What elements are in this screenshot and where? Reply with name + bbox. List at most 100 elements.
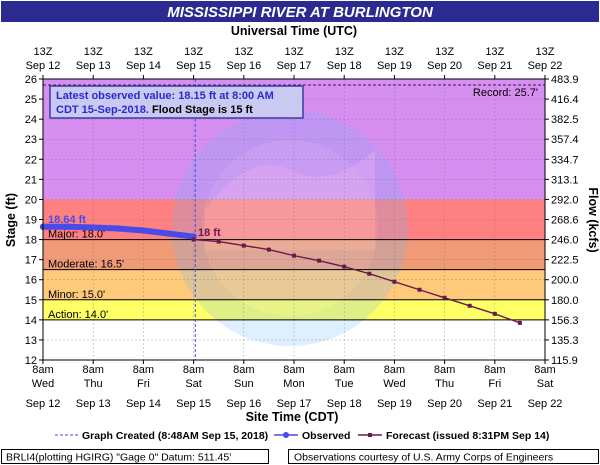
left-axis-label: Stage (ft) [4, 193, 18, 247]
info-line-1: Latest observed value: 18.15 ft at 8:00 … [56, 90, 274, 102]
flow-tick-label: 292.0 [551, 194, 579, 206]
top-tick-date: Sep 16 [226, 60, 261, 72]
top-tick-date: Sep 12 [26, 60, 61, 72]
bottom-tick-time: 8am [333, 364, 354, 376]
watermark-outer-circle [172, 110, 408, 346]
bottom-tick-time: 8am [133, 364, 154, 376]
forecast-point [467, 303, 472, 308]
flow-tick-label: 135.3 [551, 335, 579, 347]
bottom-tick-date: Sep 13 [76, 398, 111, 410]
y-tick-label: 15 [25, 295, 37, 307]
top-tick-date: Sep 20 [427, 60, 462, 72]
top-tick-hour: 13Z [134, 46, 153, 58]
bottom-tick-date: Sep 14 [126, 398, 161, 410]
top-tick-hour: 13Z [84, 46, 103, 58]
top-tick-hour: 13Z [234, 46, 253, 58]
info-line-2-flood: Flood Stage is 15 ft [149, 104, 253, 116]
plot-area [43, 79, 545, 360]
bottom-tick-date: Sep 19 [377, 398, 412, 410]
top-tick-date: Sep 19 [377, 60, 412, 72]
bottom-tick-day: Fri [488, 378, 501, 390]
bottom-tick-time: 8am [32, 364, 53, 376]
record-label: Record: 25.7' [473, 87, 538, 99]
flow-tick-label: 483.9 [551, 74, 579, 86]
title-bar [1, 1, 599, 22]
flow-tick-label: 334.7 [551, 154, 579, 166]
forecast-point [492, 311, 497, 316]
band-action [43, 299, 545, 320]
top-tick-hour: 13Z [184, 46, 203, 58]
legend-observed-marker [283, 432, 289, 438]
y-tick-label: 22 [25, 154, 37, 166]
series-layer [39, 79, 522, 360]
top-tick-date: Sep 13 [76, 60, 111, 72]
watermark-bird-shape [205, 150, 375, 250]
top-tick-hour: 13Z [536, 46, 555, 58]
footer-left-box [1, 449, 269, 464]
bottom-tick-date: Sep 17 [277, 398, 312, 410]
forecast-start-label: 18 ft [198, 227, 221, 239]
forecast-point [292, 253, 296, 258]
flow-tick-label: 246.0 [551, 235, 579, 247]
top-tick-date: Sep 15 [176, 60, 211, 72]
y-tick-label: 17 [25, 255, 37, 267]
observed-point [64, 223, 72, 230]
forecast-point [392, 279, 397, 284]
right-axis-label: Flow (kcfs) [586, 187, 600, 252]
bottom-tick-date: Sep 18 [327, 398, 362, 410]
observed-point [90, 224, 97, 231]
bottom-tick-time: 8am [233, 364, 254, 376]
bottom-tick-date: Sep 22 [528, 398, 563, 410]
bottom-tick-time: 8am [183, 364, 204, 376]
info-line-2-date: CDT 15-Sep-2018. [56, 104, 149, 116]
bottom-tick-day: Sat [185, 378, 202, 390]
top-axis-label: Universal Time (UTC) [231, 24, 357, 38]
y-tick-label: 16 [25, 275, 37, 287]
footer-right: Observations courtesy of U.S. Army Corps… [294, 452, 553, 464]
chart-title: MISSISSIPPI RIVER AT BURLINGTON [167, 4, 434, 21]
y-tick-label: 19 [25, 215, 37, 227]
forecast-point [317, 258, 322, 263]
major-label: Major: 18.0' [48, 229, 105, 241]
bottom-tick-day: Mon [283, 378, 304, 390]
action-label: Action: 14.0' [48, 309, 108, 321]
top-tick-date: Sep 22 [528, 60, 563, 72]
bottom-tick-day: Wed [383, 378, 405, 390]
flow-tick-label: 382.5 [551, 114, 579, 126]
observed-peak-label: 18.64 ft [48, 214, 86, 226]
flow-tick-label: 200.0 [551, 275, 579, 287]
y-tick-label: 21 [25, 174, 37, 186]
forecast-point [367, 271, 372, 276]
forecast-point [442, 295, 447, 300]
forecast-point [191, 237, 196, 242]
bottom-tick-time: 8am [283, 364, 304, 376]
top-tick-hour: 13Z [435, 46, 454, 58]
top-tick-date: Sep 21 [477, 60, 512, 72]
y-tick-label: 23 [25, 134, 37, 146]
forecast-series-line [193, 238, 521, 324]
flow-tick-label: 313.1 [551, 174, 579, 186]
bottom-tick-time: 8am [434, 364, 455, 376]
flow-tick-label: 222.5 [551, 255, 579, 267]
bottom-tick-day: Thu [435, 378, 454, 390]
forecast-point [517, 320, 522, 325]
axes-layer: 12 13 14 15 16 17 18 19 20 21 22 23 24 25 26 115.9 135.3… [25, 46, 579, 410]
bottom-tick-date: Sep 15 [176, 398, 211, 410]
y-tick-label: 12 [25, 355, 37, 367]
footer-right-box [288, 449, 599, 464]
y-tick-label: 24 [25, 114, 37, 126]
y-tick-label: 20 [25, 194, 37, 206]
bottom-tick-day: Thu [84, 378, 103, 390]
bottom-tick-time: 8am [384, 364, 405, 376]
legend: Graph Created (8:48AM Sep 15, 2018) Obse… [55, 430, 549, 442]
bottom-tick-time: 8am [484, 364, 505, 376]
info-box [49, 85, 304, 119]
top-tick-hour: 13Z [34, 46, 53, 58]
noaa-watermark [172, 110, 408, 346]
top-tick-hour: 13Z [385, 46, 404, 58]
forecast-point [417, 287, 422, 292]
y-tick-label: 18 [25, 235, 37, 247]
top-tick-hour: 13Z [285, 46, 304, 58]
top-tick-date: Sep 18 [327, 60, 362, 72]
